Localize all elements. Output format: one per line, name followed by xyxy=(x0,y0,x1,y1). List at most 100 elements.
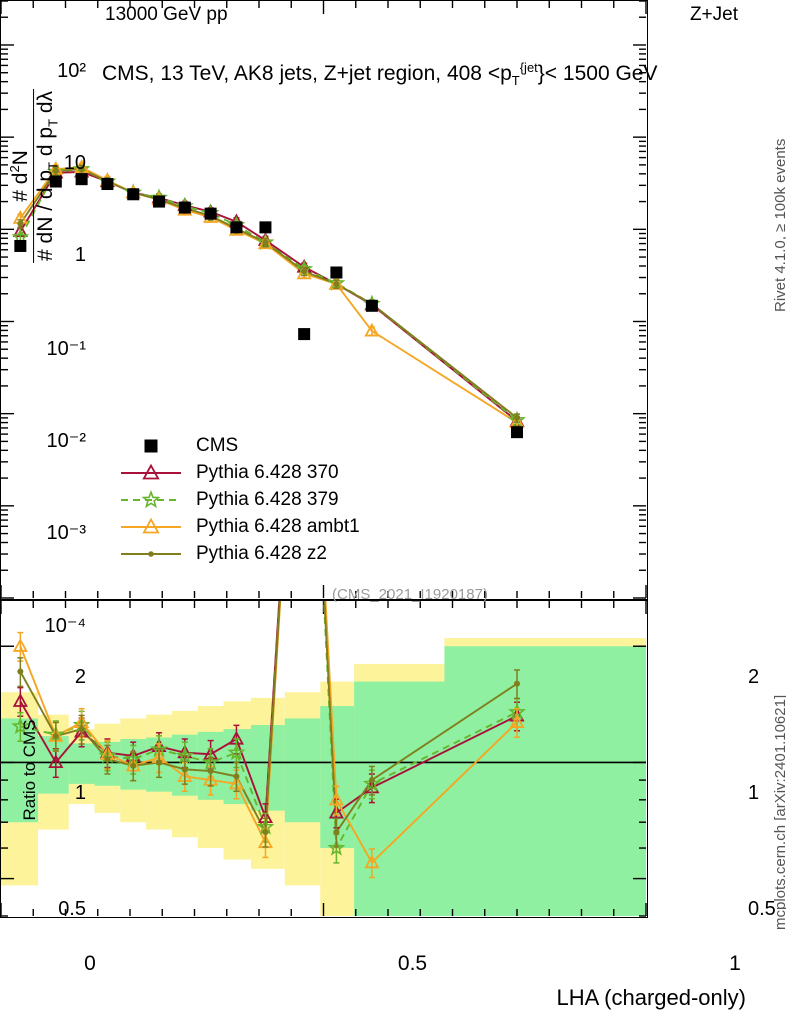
plot-title-main: CMS, 13 TeV, AK8 jets, Z+jet region, 408… xyxy=(102,62,512,85)
ratio-data-marker xyxy=(262,829,269,836)
ratio-data-marker xyxy=(364,854,380,869)
main-series-line xyxy=(19,170,518,422)
legend-key-dash-star-icon xyxy=(118,488,184,512)
main-data-marker xyxy=(52,167,59,174)
main-series-line xyxy=(19,168,518,419)
legend-item[interactable]: Pythia 6.428 379 xyxy=(118,486,360,513)
main-data-marker xyxy=(513,414,521,421)
ratio-band-inner xyxy=(68,743,95,784)
main-series-line xyxy=(19,166,518,424)
main-data-marker xyxy=(364,322,380,337)
cms-data-marker xyxy=(49,175,62,188)
legend-key-marker-square-icon xyxy=(118,434,184,458)
main-y-tick-label: 10⁻³ xyxy=(46,522,86,545)
x-tick-label: 0 xyxy=(84,952,96,975)
ratio-data-marker xyxy=(233,773,240,780)
ratio-data-marker xyxy=(104,756,111,763)
legend: CMS Pythia 6.428 370 Pythia 6.428 379 Pythi… xyxy=(118,432,360,567)
ratio-data-marker xyxy=(12,638,28,652)
legend-triangle-icon xyxy=(142,463,160,479)
main-plot-canvas xyxy=(0,0,647,599)
cms-data-marker xyxy=(230,221,243,234)
ratio-data-marker xyxy=(48,754,64,769)
main-y-tick-label: 10² xyxy=(57,59,86,82)
legend-key-line-triangle-icon xyxy=(118,515,184,539)
ratio-band-inner xyxy=(444,646,646,916)
ratio-band-inner xyxy=(354,681,445,916)
main-y-tick-label: 10⁻² xyxy=(46,430,86,453)
analysis-id-watermark: (CMS_2021_I1920187) xyxy=(332,586,488,603)
cms-data-marker xyxy=(204,207,217,220)
legend-label: Pythia 6.428 z2 xyxy=(196,542,327,564)
legend-item[interactable]: Pythia 6.428 370 xyxy=(118,459,360,486)
plot-title: CMS, 13 TeV, AK8 jets, Z+jet region, 408… xyxy=(102,60,657,88)
ratio-data-marker xyxy=(52,733,59,740)
ratio-data-marker xyxy=(333,829,340,836)
main-data-marker xyxy=(78,166,85,173)
ratio-y-tick-label: 2 xyxy=(748,665,760,688)
legend-label: Pythia 6.428 ambt1 xyxy=(196,515,360,537)
ratio-y-tick-labels-left: 2 1 0.5 xyxy=(0,632,86,950)
legend-item[interactable]: CMS xyxy=(118,432,360,459)
ratio-y-tick-label: 0.5 xyxy=(58,898,86,921)
legend-square-icon xyxy=(144,439,158,452)
ratio-data-marker xyxy=(328,791,344,806)
legend-dot-icon xyxy=(148,550,154,557)
ratio-data-marker xyxy=(12,693,28,707)
ratio-y-tick-label: 1 xyxy=(74,782,86,805)
legend-star-icon xyxy=(141,489,161,508)
legend-label: Pythia 6.428 379 xyxy=(196,488,339,510)
cms-data-marker xyxy=(178,201,191,214)
main-y-tick-label: 1 xyxy=(74,243,86,266)
beam-energy-label: 13000 GeV pp xyxy=(105,4,228,25)
ratio-data-marker xyxy=(11,716,30,734)
x-tick-label: 0.5 xyxy=(397,952,428,975)
main-data-marker xyxy=(257,235,274,250)
cms-data-marker xyxy=(75,173,88,186)
cms-data-marker xyxy=(101,178,114,191)
main-data-marker xyxy=(333,280,340,288)
ratio-data-marker xyxy=(327,838,346,856)
main-data-marker xyxy=(296,265,312,280)
plot-title-sup: {jet xyxy=(519,60,538,75)
main-y-tick-label: 10⁻¹ xyxy=(46,338,86,361)
ratio-band-inner xyxy=(284,718,321,823)
rivet-version-caption: Rivet 4.1.0, ≥ 100k events xyxy=(772,138,786,312)
cms-data-marker xyxy=(365,299,378,312)
ratio-data-marker xyxy=(156,759,163,766)
cms-data-marker xyxy=(127,188,140,201)
ratio-data-marker xyxy=(207,768,214,775)
legend-label: Pythia 6.428 370 xyxy=(196,461,339,483)
cms-data-marker xyxy=(298,328,311,341)
cms-data-marker xyxy=(153,195,166,208)
x-tick-labels: 0 0.5 1 xyxy=(84,952,741,982)
x-tick-label: 1 xyxy=(729,952,741,975)
legend-label: CMS xyxy=(196,434,239,456)
ratio-data-marker xyxy=(509,714,525,728)
main-data-marker xyxy=(262,239,269,246)
main-data-marker xyxy=(301,268,308,275)
plot-title-sub: T xyxy=(511,73,520,89)
main-data-marker xyxy=(17,220,24,227)
ratio-y-tick-labels-right: 2 1 0.5 xyxy=(742,632,786,950)
legend-key-line-dot-icon xyxy=(118,542,184,566)
x-axis-title: LHA (charged-only) xyxy=(556,985,746,1010)
cms-data-marker xyxy=(511,426,523,439)
plot-title-tail: }< 1500 GeV xyxy=(537,62,658,85)
ratio-band-inner xyxy=(38,736,69,794)
main-y-tick-labels: 10² 10 1 10⁻¹ 10⁻² 10⁻³ 10⁻⁴ xyxy=(0,28,86,637)
legend-item[interactable]: Pythia 6.428 ambt1 xyxy=(118,513,360,540)
main-y-tick-label: 10⁻⁴ xyxy=(44,614,86,637)
ratio-data-marker xyxy=(328,804,344,819)
ratio-y-tick-label: 0.5 xyxy=(748,898,776,921)
ratio-data-marker xyxy=(130,762,137,769)
ratio-plot-canvas xyxy=(1,601,647,917)
ratio-plot-panel xyxy=(0,600,648,918)
legend-item[interactable]: Pythia 6.428 z2 xyxy=(118,540,360,567)
ratio-band-inner xyxy=(1,718,39,823)
ratio-y-tick-label: 2 xyxy=(74,665,86,688)
main-plot-panel xyxy=(0,0,648,600)
ratio-data-marker xyxy=(368,777,375,784)
legend-triangle-icon xyxy=(142,517,160,533)
ratio-data-marker xyxy=(181,766,188,773)
